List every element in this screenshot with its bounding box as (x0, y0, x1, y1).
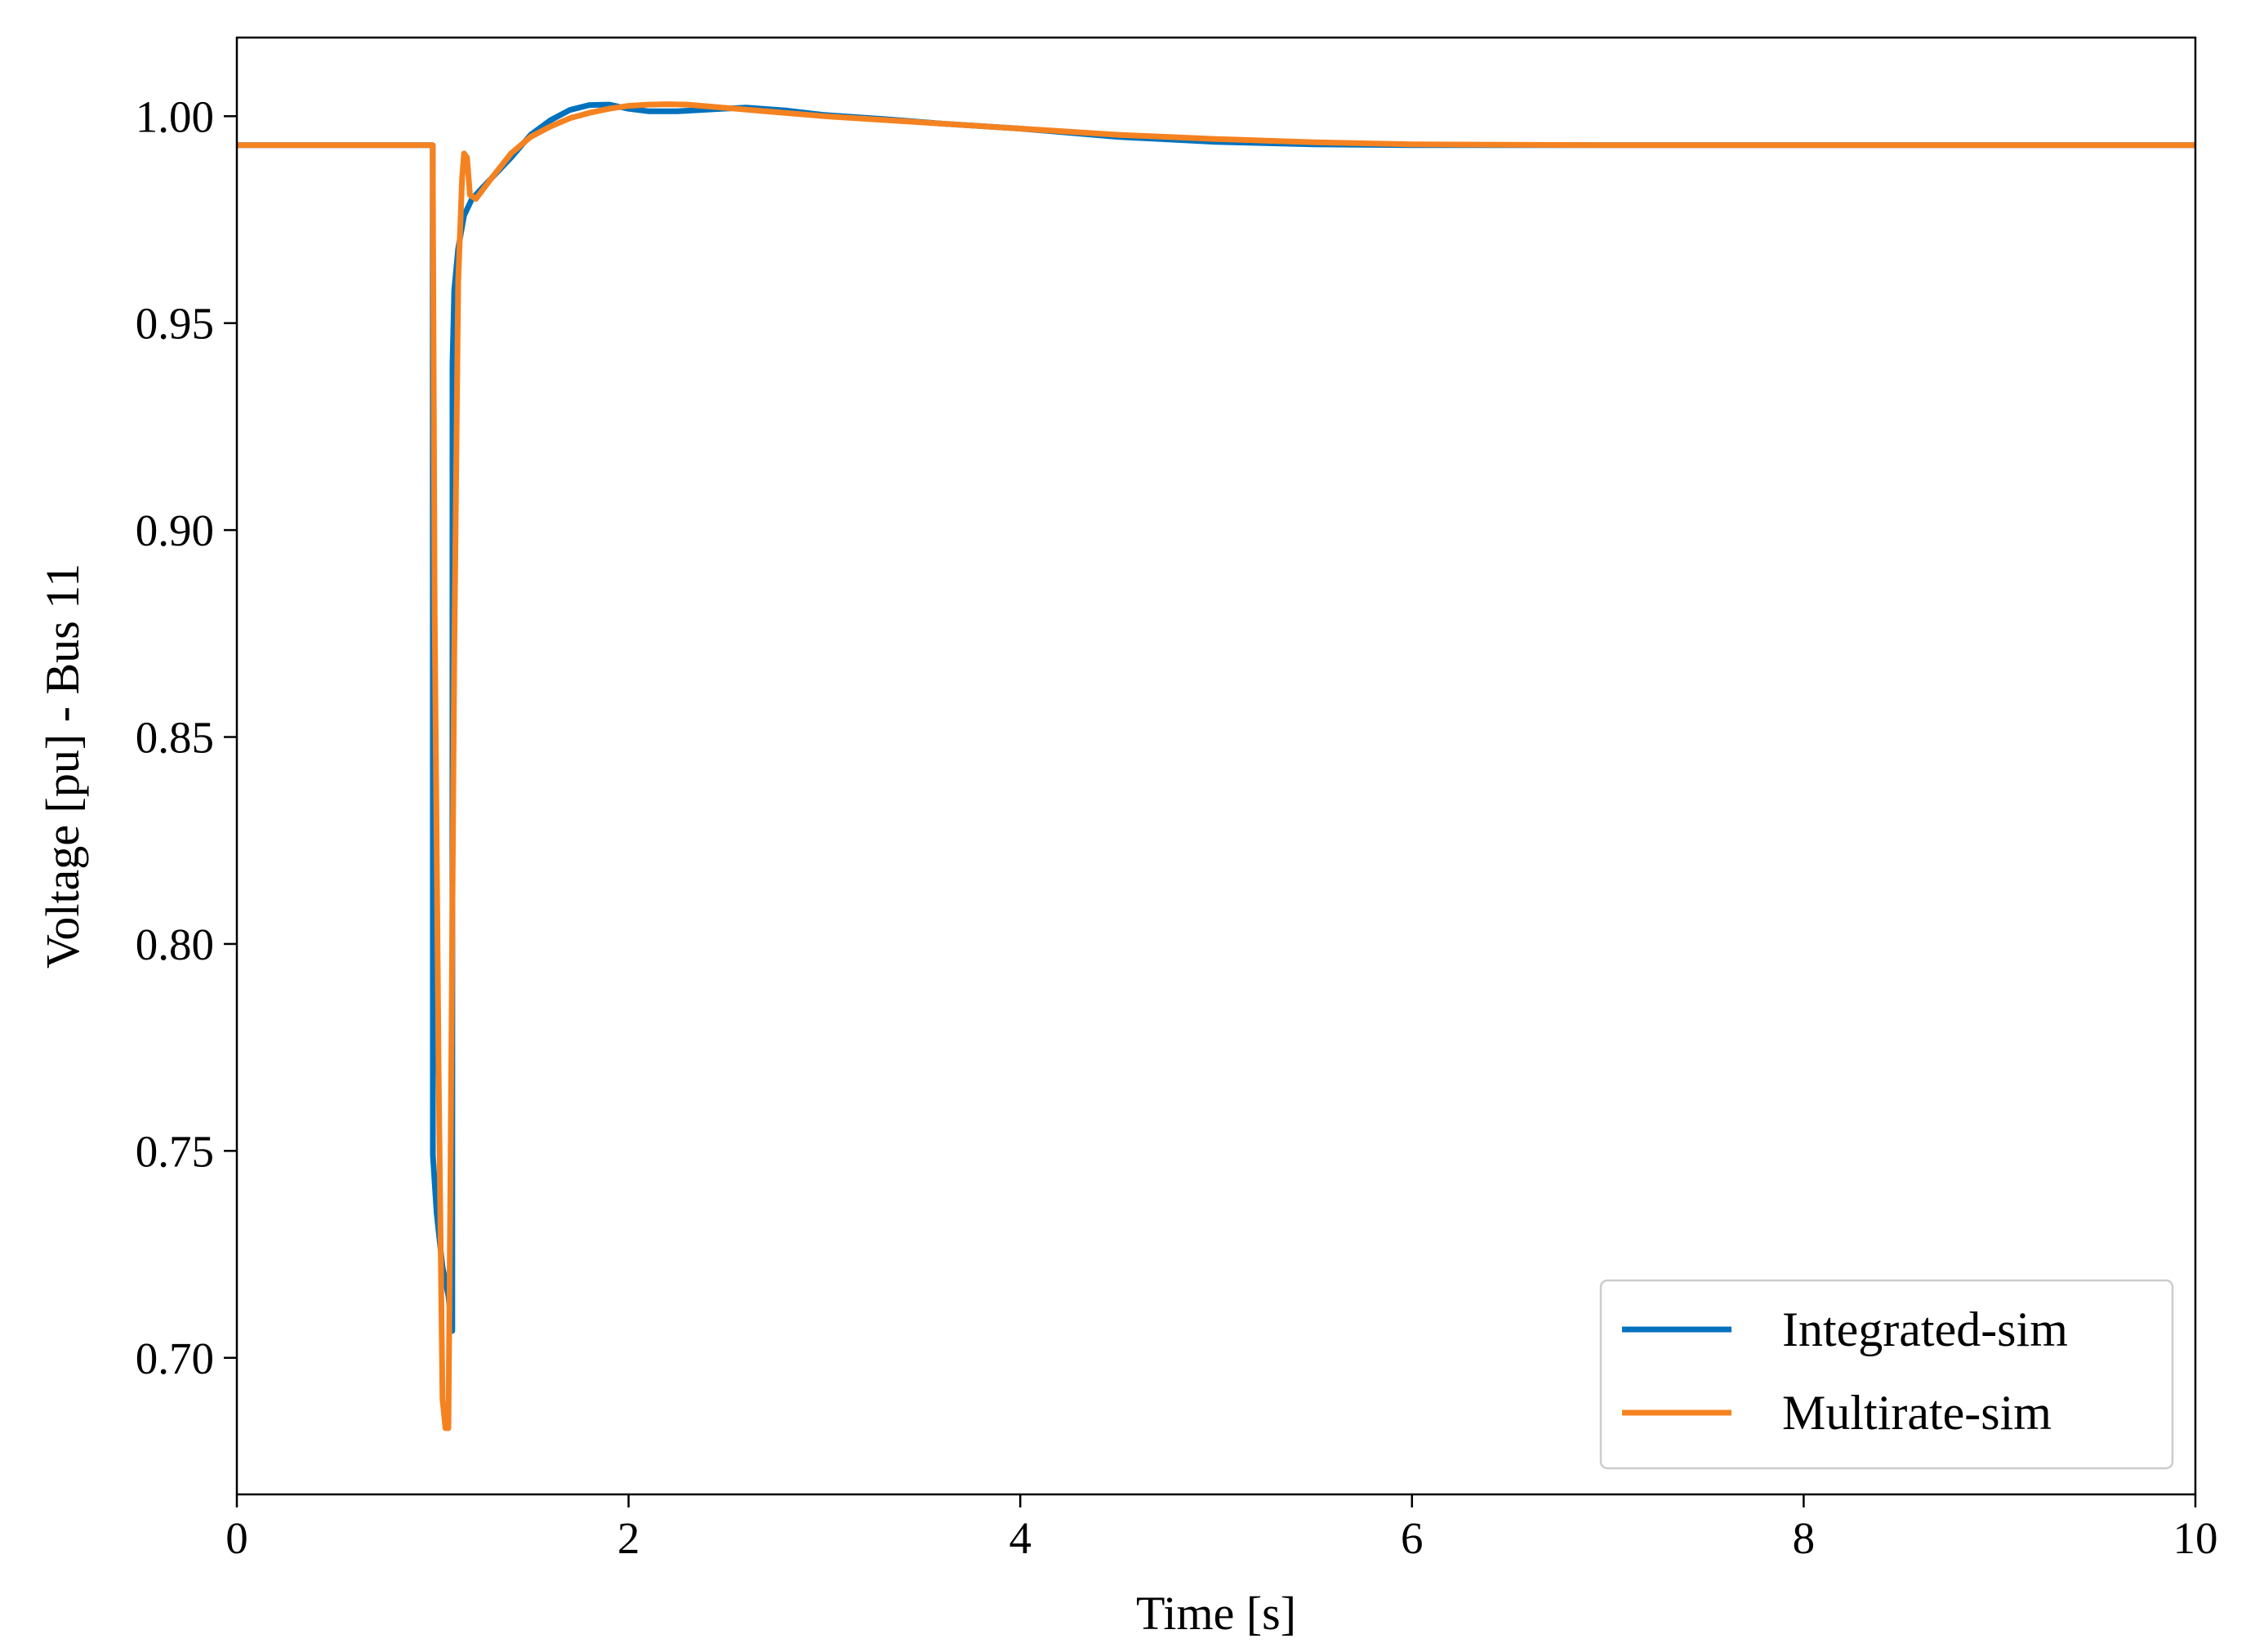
x-tick-label: 2 (617, 1513, 640, 1563)
series-layer (237, 101, 2195, 1432)
y-tick-label: 0.90 (136, 505, 214, 555)
y-tick-label: 0.85 (136, 713, 214, 763)
x-tick-label: 6 (1401, 1513, 1424, 1563)
y-tick-label: 0.70 (136, 1334, 214, 1383)
legend-label-2: Multirate-sim (1782, 1386, 2052, 1440)
x-tick-label: 10 (2173, 1513, 2218, 1563)
y-tick-label: 0.95 (136, 299, 214, 349)
series-line-2 (237, 101, 2195, 1432)
x-axis: 0 2 4 6 8 10 (225, 1494, 2218, 1563)
y-tick-label: 1.00 (136, 91, 214, 141)
legend-box (1599, 1279, 2174, 1470)
x-tick-label: 0 (225, 1513, 248, 1563)
x-tick-label: 8 (1793, 1513, 1816, 1563)
legend-label-1: Integrated-sim (1782, 1302, 2068, 1356)
plot-frame (235, 36, 2197, 1496)
y-axis: 0.70 0.75 0.80 0.85 0.90 0.95 1.00 (136, 91, 237, 1383)
y-tick-label: 0.80 (136, 920, 214, 969)
legend: Integrated-sim Multirate-sim (1599, 1279, 2174, 1470)
x-tick-label: 4 (1009, 1513, 1032, 1563)
x-axis-title: Time [s] (1136, 1587, 1296, 1640)
y-axis-title: Voltage [pu] - Bus 11 (36, 563, 89, 968)
y-tick-label: 0.75 (136, 1126, 214, 1176)
